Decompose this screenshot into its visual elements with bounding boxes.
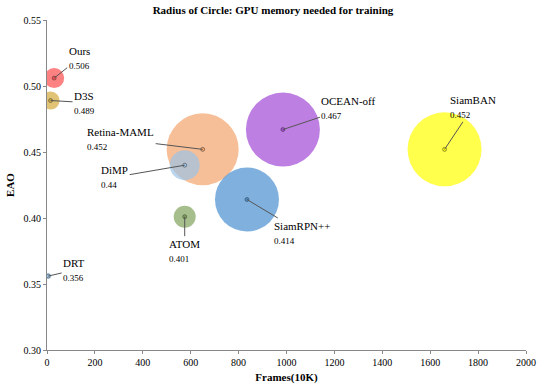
svg-text:0.55: 0.55 bbox=[24, 15, 42, 26]
svg-text:400: 400 bbox=[135, 357, 150, 368]
svg-text:0.40: 0.40 bbox=[24, 213, 42, 224]
svg-text:DiMP0.44: DiMP0.44 bbox=[101, 164, 128, 190]
svg-text:EAO: EAO bbox=[4, 173, 16, 197]
svg-text:0.30: 0.30 bbox=[24, 345, 42, 356]
svg-text:800: 800 bbox=[231, 357, 246, 368]
svg-text:Radius of Circle: GPU memory n: Radius of Circle: GPU memory needed for … bbox=[153, 4, 394, 16]
svg-text:1400: 1400 bbox=[372, 357, 392, 368]
svg-text:DRT0.356: DRT0.356 bbox=[63, 257, 85, 283]
svg-text:OCEAN-off0.467: OCEAN-off0.467 bbox=[321, 95, 376, 121]
svg-text:Frames(10K): Frames(10K) bbox=[255, 371, 318, 384]
svg-text:1800: 1800 bbox=[468, 357, 488, 368]
svg-text:Ours0.506: Ours0.506 bbox=[69, 45, 90, 71]
svg-text:600: 600 bbox=[183, 357, 198, 368]
svg-text:Retina-MAML0.452: Retina-MAML0.452 bbox=[87, 126, 154, 152]
svg-text:1600: 1600 bbox=[420, 357, 440, 368]
svg-text:200: 200 bbox=[87, 357, 102, 368]
svg-text:1000: 1000 bbox=[277, 357, 297, 368]
svg-text:SiamRPN++0.414: SiamRPN++0.414 bbox=[274, 220, 330, 246]
svg-text:1200: 1200 bbox=[324, 357, 344, 368]
svg-text:ATOM0.401: ATOM0.401 bbox=[169, 238, 200, 264]
svg-text:0.50: 0.50 bbox=[24, 81, 42, 92]
svg-text:2000: 2000 bbox=[516, 357, 536, 368]
svg-text:SiamBAN0.452: SiamBAN0.452 bbox=[450, 94, 496, 120]
svg-text:D3S0.489: D3S0.489 bbox=[74, 90, 95, 116]
svg-text:0.45: 0.45 bbox=[24, 147, 42, 158]
svg-text:0.35: 0.35 bbox=[24, 279, 42, 290]
svg-text:0: 0 bbox=[45, 357, 50, 368]
